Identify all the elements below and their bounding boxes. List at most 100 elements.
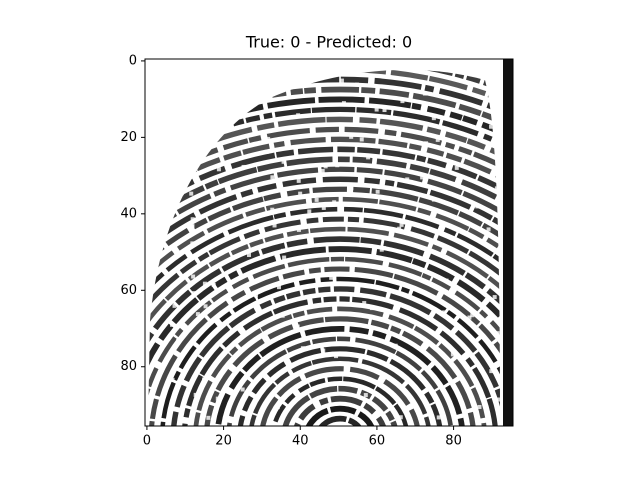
ridge (148, 266, 500, 426)
speckle (344, 352, 349, 357)
speckle (298, 191, 303, 196)
speckle (206, 415, 211, 420)
speckle (274, 252, 279, 257)
speckle (276, 285, 281, 290)
y-tick-label: 20 (120, 130, 137, 145)
speckle (398, 415, 403, 420)
speckle (202, 281, 207, 286)
ridge (236, 346, 444, 426)
speckle (436, 415, 441, 420)
speckle (295, 324, 300, 329)
ridge (225, 336, 455, 426)
ridge (148, 146, 500, 426)
speckle (374, 107, 379, 112)
speckle (246, 253, 251, 258)
ridge (148, 96, 500, 426)
speckle (215, 396, 220, 401)
speckle (379, 247, 384, 252)
ridge (192, 306, 488, 426)
speckle (393, 343, 398, 348)
ridge (291, 395, 389, 426)
speckle (296, 178, 301, 183)
speckle (477, 404, 482, 409)
ridge (247, 356, 433, 426)
ridge (270, 376, 410, 426)
speckle (300, 346, 305, 351)
speckle (270, 175, 275, 180)
ridge (148, 226, 500, 426)
ridge (148, 106, 500, 426)
ridge (148, 156, 500, 426)
ridge (302, 405, 378, 426)
speckle (400, 99, 405, 104)
speckle (314, 197, 319, 202)
ridge (148, 116, 500, 426)
speckle (175, 339, 180, 344)
speckle (497, 397, 500, 402)
speckle (495, 331, 500, 336)
speckle (321, 348, 326, 353)
speckle (355, 82, 360, 87)
speckle (431, 197, 436, 202)
ridge (148, 186, 500, 426)
speckle (339, 78, 344, 83)
speckle (216, 167, 221, 172)
ridge (148, 246, 500, 426)
speckle (190, 224, 195, 229)
speckle (359, 243, 364, 248)
speckle (444, 278, 449, 283)
speckle (280, 313, 285, 318)
x-tick-label: 60 (369, 434, 386, 449)
axes-frame (144, 58, 514, 427)
speckle (353, 121, 358, 126)
speckle (366, 155, 371, 160)
speckle (172, 303, 177, 308)
fingerprint (148, 69, 500, 426)
speckle (307, 209, 312, 214)
speckle (253, 293, 258, 298)
speckle (349, 186, 354, 191)
y-tick-label: 80 (120, 359, 137, 374)
x-tick-label: 80 (445, 434, 462, 449)
speckle (170, 377, 175, 382)
ridge (148, 136, 500, 426)
ridge (214, 325, 466, 426)
ridge (258, 366, 422, 426)
speckle (475, 204, 480, 209)
speckle (489, 124, 494, 129)
image (145, 59, 513, 426)
ridge (148, 86, 500, 426)
chart-title: True: 0 - Predicted: 0 (245, 33, 412, 52)
speckle (349, 134, 354, 139)
speckle (431, 116, 436, 121)
speckle (170, 322, 175, 327)
y-tick-label: 60 (120, 283, 137, 298)
speckle (191, 274, 196, 279)
x-tick-label: 20 (215, 434, 232, 449)
speckle (489, 369, 494, 374)
speckle (359, 137, 364, 142)
speckle (397, 226, 402, 231)
speckle (320, 169, 325, 174)
ridge (181, 296, 499, 426)
speckle (191, 291, 196, 296)
speckle (272, 223, 277, 228)
speckle (281, 159, 286, 164)
speckle (275, 405, 280, 410)
speckle (202, 377, 207, 382)
speckle (424, 141, 429, 146)
speckle (240, 387, 245, 392)
speckle (280, 248, 285, 253)
speckle (470, 313, 475, 318)
y-tick-label: 40 (120, 206, 137, 221)
ridge (170, 286, 500, 426)
ridge (148, 236, 500, 426)
speckle (150, 361, 155, 366)
speckle (454, 165, 459, 170)
speckle (467, 315, 472, 320)
ridge (203, 316, 477, 426)
speckle (241, 164, 246, 169)
speckle (486, 227, 491, 232)
speckle (296, 227, 301, 232)
